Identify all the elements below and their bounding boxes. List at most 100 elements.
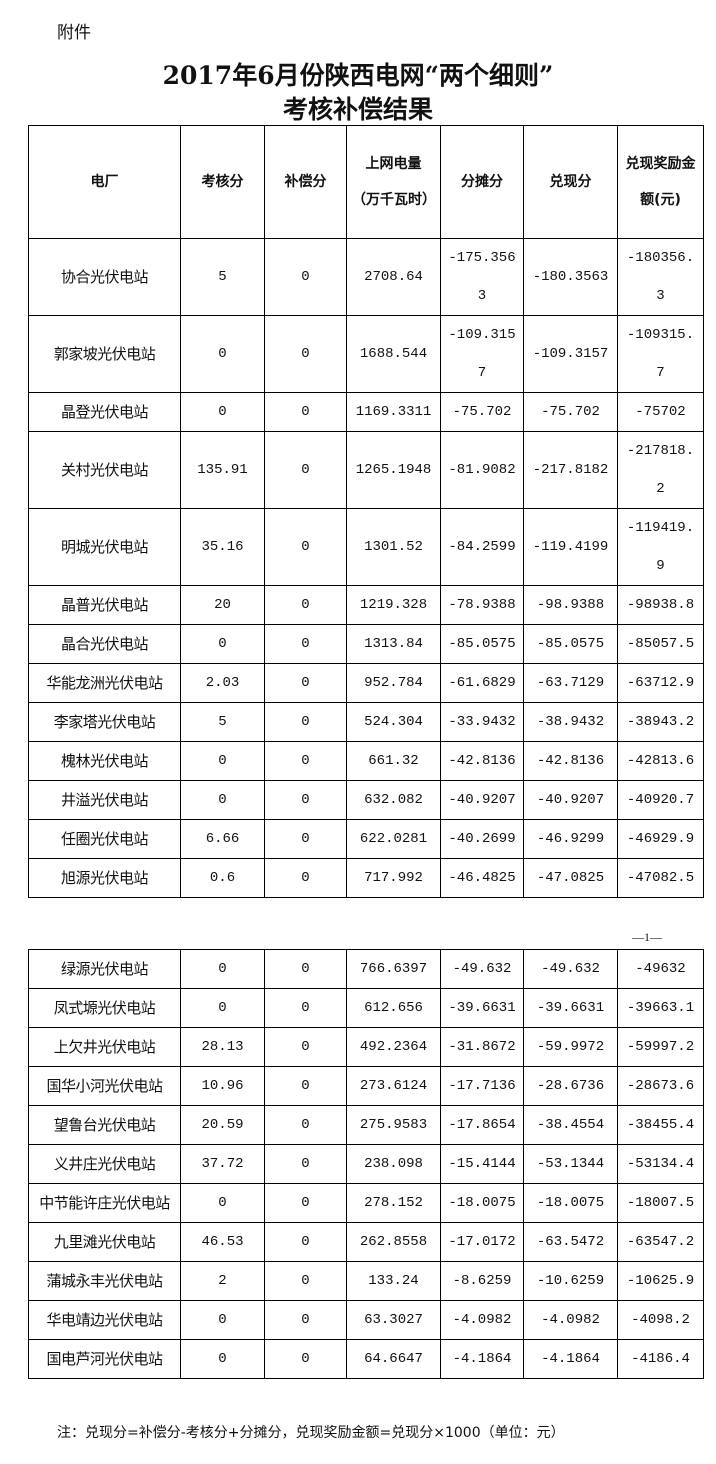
cell-grid-energy: 717.992	[346, 858, 441, 898]
cell-compensation: 0	[264, 1105, 347, 1145]
attachment-label: 附件	[57, 23, 91, 43]
cell-allocation: -4.1864	[440, 1339, 524, 1379]
cell-grid-energy: 952.784	[346, 663, 441, 703]
cell-reward-amount: -46929.9	[617, 819, 704, 859]
cell-redeem-score: -59.9972	[523, 1027, 618, 1067]
cell-plant: 明城光伏电站	[28, 508, 181, 586]
table-row: 中节能许庄光伏电站 0 0 278.152 -18.0075 -18.0075 -18007…	[28, 1183, 704, 1223]
cell-grid-energy: 64.6647	[346, 1339, 441, 1379]
header-allocation: 分摊分	[440, 125, 524, 239]
cell-redeem-score: -42.8136	[523, 741, 618, 781]
document-subtitle: 考核补偿结果	[282, 95, 433, 124]
document-title: 2017年6月份陕西电网“两个细则”	[162, 61, 554, 90]
cell-allocation: -17.7136	[440, 1066, 524, 1106]
cell-allocation: -61.6829	[440, 663, 524, 703]
table-row: 晶合光伏电站 0 0 1313.84 -85.0575 -85.0575 -85057.5	[28, 624, 704, 664]
cell-grid-energy: 1169.3311	[346, 392, 441, 432]
cell-redeem-score: -4.0982	[523, 1300, 618, 1340]
cell-grid-energy: 2708.64	[346, 238, 441, 316]
cell-assessment: 0	[180, 1183, 265, 1223]
page-number: —1—	[632, 930, 662, 944]
cell-redeem-score: -85.0575	[523, 624, 618, 664]
cell-allocation: -40.2699	[440, 819, 524, 859]
cell-assessment: 46.53	[180, 1222, 265, 1262]
cell-redeem-score: -4.1864	[523, 1339, 618, 1379]
cell-compensation: 0	[264, 1183, 347, 1223]
cell-reward-amount: -49632	[617, 949, 704, 989]
cell-assessment: 20.59	[180, 1105, 265, 1145]
cell-allocation: -8.6259	[440, 1261, 524, 1301]
cell-assessment: 35.16	[180, 508, 265, 586]
header-grid-energy: 上网电量（万千瓦时）	[346, 125, 441, 239]
cell-reward-amount: -180356.3	[617, 238, 704, 316]
cell-reward-amount: -217818.2	[617, 431, 704, 509]
cell-redeem-score: -63.5472	[523, 1222, 618, 1262]
table-row: 义井庄光伏电站 37.72 0 238.098 -15.4144 -53.1344 -531…	[28, 1144, 704, 1184]
cell-redeem-score: -49.632	[523, 949, 618, 989]
cell-assessment: 37.72	[180, 1144, 265, 1184]
cell-grid-energy: 262.8558	[346, 1222, 441, 1262]
cell-reward-amount: -38455.4	[617, 1105, 704, 1145]
table-row: 九里滩光伏电站 46.53 0 262.8558 -17.0172 -63.5472 -63…	[28, 1222, 704, 1262]
cell-reward-amount: -63712.9	[617, 663, 704, 703]
cell-compensation: 0	[264, 585, 347, 625]
table-row: 槐林光伏电站 0 0 661.32 -42.8136 -42.8136 -42813.6	[28, 741, 704, 781]
table-row: 凤式塬光伏电站 0 0 612.656 -39.6631 -39.6631 -39663.1	[28, 988, 704, 1028]
cell-redeem-score: -28.6736	[523, 1066, 618, 1106]
cell-allocation: -78.9388	[440, 585, 524, 625]
cell-grid-energy: 492.2364	[346, 1027, 441, 1067]
cell-redeem-score: -38.9432	[523, 702, 618, 742]
cell-compensation: 0	[264, 1339, 347, 1379]
cell-allocation: -31.8672	[440, 1027, 524, 1067]
cell-grid-energy: 133.24	[346, 1261, 441, 1301]
table-row: 国电芦河光伏电站 0 0 64.6647 -4.1864 -4.1864 -4186.4	[28, 1339, 704, 1379]
cell-compensation: 0	[264, 1222, 347, 1262]
cell-reward-amount: -119419.9	[617, 508, 704, 586]
cell-assessment: 135.91	[180, 431, 265, 509]
cell-grid-energy: 766.6397	[346, 949, 441, 989]
cell-reward-amount: -40920.7	[617, 780, 704, 820]
cell-allocation: -46.4825	[440, 858, 524, 898]
cell-grid-energy: 63.3027	[346, 1300, 441, 1340]
cell-allocation: -75.702	[440, 392, 524, 432]
header-assessment: 考核分	[180, 125, 265, 239]
cell-reward-amount: -18007.5	[617, 1183, 704, 1223]
cell-compensation: 0	[264, 315, 347, 393]
cell-reward-amount: -75702	[617, 392, 704, 432]
cell-compensation: 0	[264, 858, 347, 898]
cell-plant: 绿源光伏电站	[28, 949, 181, 989]
cell-plant: 上欠井光伏电站	[28, 1027, 181, 1067]
cell-redeem-score: -217.8182	[523, 431, 618, 509]
cell-grid-energy: 612.656	[346, 988, 441, 1028]
cell-grid-energy: 1313.84	[346, 624, 441, 664]
cell-allocation: -39.6631	[440, 988, 524, 1028]
cell-plant: 国电芦河光伏电站	[28, 1339, 181, 1379]
cell-reward-amount: -28673.6	[617, 1066, 704, 1106]
cell-redeem-score: -10.6259	[523, 1261, 618, 1301]
cell-allocation: -109.3157	[440, 315, 524, 393]
cell-assessment: 0	[180, 624, 265, 664]
cell-plant: 协合光伏电站	[28, 238, 181, 316]
table-row: 晶登光伏电站 0 0 1169.3311 -75.702 -75.702 -75702	[28, 392, 704, 432]
cell-allocation: -84.2599	[440, 508, 524, 586]
table-row: 郭家坡光伏电站 0 0 1688.544 -109.3157 -109.3157 -1093…	[28, 315, 704, 393]
cell-allocation: -4.0982	[440, 1300, 524, 1340]
header-reward-amount: 兑现奖励金额(元)	[617, 125, 704, 239]
cell-grid-energy: 278.152	[346, 1183, 441, 1223]
cell-grid-energy: 1265.1948	[346, 431, 441, 509]
cell-plant: 李家塔光伏电站	[28, 702, 181, 742]
cell-grid-energy: 1688.544	[346, 315, 441, 393]
cell-grid-energy: 273.6124	[346, 1066, 441, 1106]
cell-allocation: -42.8136	[440, 741, 524, 781]
cell-grid-energy: 275.9583	[346, 1105, 441, 1145]
cell-plant: 华能龙洲光伏电站	[28, 663, 181, 703]
cell-assessment: 10.96	[180, 1066, 265, 1106]
cell-assessment: 0	[180, 949, 265, 989]
cell-assessment: 28.13	[180, 1027, 265, 1067]
cell-reward-amount: -42813.6	[617, 741, 704, 781]
cell-assessment: 5	[180, 238, 265, 316]
table-row: 华电靖边光伏电站 0 0 63.3027 -4.0982 -4.0982 -4098.2	[28, 1300, 704, 1340]
cell-allocation: -18.0075	[440, 1183, 524, 1223]
cell-assessment: 0	[180, 1339, 265, 1379]
cell-allocation: -17.0172	[440, 1222, 524, 1262]
